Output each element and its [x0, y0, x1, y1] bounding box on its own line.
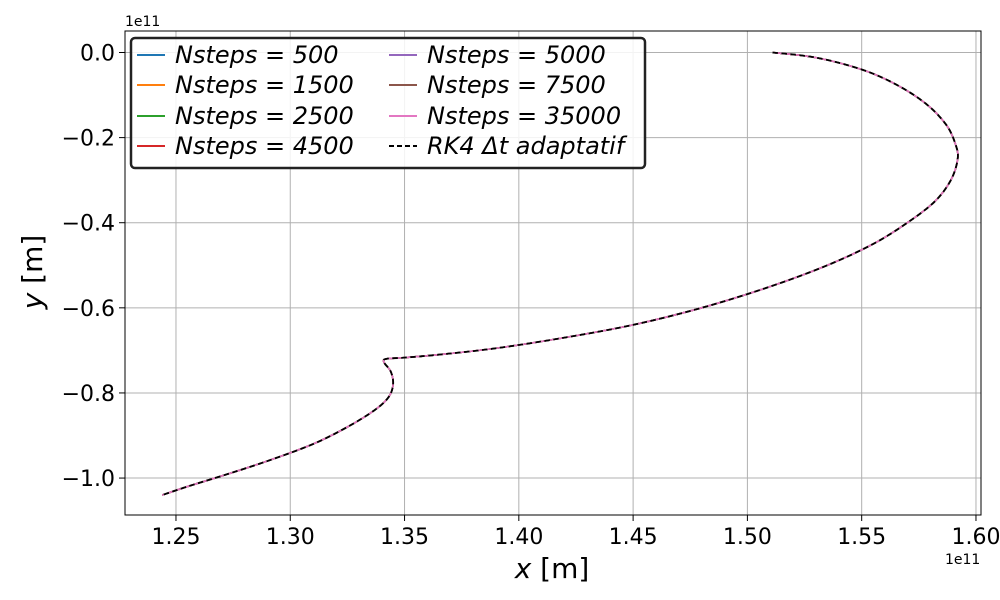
x-axis-var: x [514, 552, 532, 585]
legend-label-nsteps-2500: Nsteps = 2500 [175, 102, 354, 130]
legend-label-nsteps-5000: Nsteps = 5000 [427, 41, 606, 69]
plot-frame [124, 30, 982, 516]
legend-label-nsteps-35000: Nsteps = 35000 [427, 102, 621, 130]
y-tick-label: −0.6 [62, 297, 115, 322]
y-axis-label: y [m] [16, 235, 49, 311]
x-offset-label: 1e11 [945, 552, 980, 568]
legend-box [129, 36, 647, 170]
x-tick-label: 1.60 [951, 525, 1000, 550]
series-lines [161, 51, 959, 496]
y-tick-label: 0.0 [80, 41, 115, 66]
x-tick-label: 1.50 [723, 525, 772, 550]
x-tick-label: 1.35 [380, 525, 429, 550]
x-tick-label: 1.25 [151, 525, 200, 550]
legend-label-nsteps-7500: Nsteps = 7500 [427, 71, 606, 99]
legend-label-nsteps-500: Nsteps = 500 [175, 41, 339, 69]
y-tick-label: −0.8 [62, 382, 115, 407]
legend-label-nsteps-1500: Nsteps = 1500 [175, 71, 354, 99]
x-axis-label: x [m] [514, 552, 590, 585]
y-tick-label: −1.0 [62, 467, 115, 492]
y-tick-label: −0.4 [62, 212, 115, 237]
series-line-rk4-t-adaptatif [161, 51, 959, 496]
x-tick-label: 1.45 [609, 525, 658, 550]
x-tick-label: 1.40 [494, 525, 543, 550]
x-ticks: 1.25 1.30 1.35 1.40 1.45 1.50 1.55 1.60 [151, 515, 1000, 550]
legend-label-rk4-t-adaptatif: RK4 Δt adaptatif [427, 132, 628, 160]
x-tick-label: 1.30 [266, 525, 315, 550]
grid [125, 31, 981, 515]
y-axis-var: y [16, 292, 49, 310]
legend-label-nsteps-4500: Nsteps = 4500 [175, 132, 354, 160]
x-axis-unit: [m] [540, 552, 589, 585]
y-axis-unit: [m] [16, 235, 49, 284]
y-ticks: 0.0 −0.2 −0.4 −0.6 −0.8 −1.0 [62, 41, 125, 492]
x-tick-label: 1.55 [837, 525, 886, 550]
y-tick-label: −0.2 [62, 127, 115, 152]
y-offset-label: 1e11 [125, 14, 160, 30]
